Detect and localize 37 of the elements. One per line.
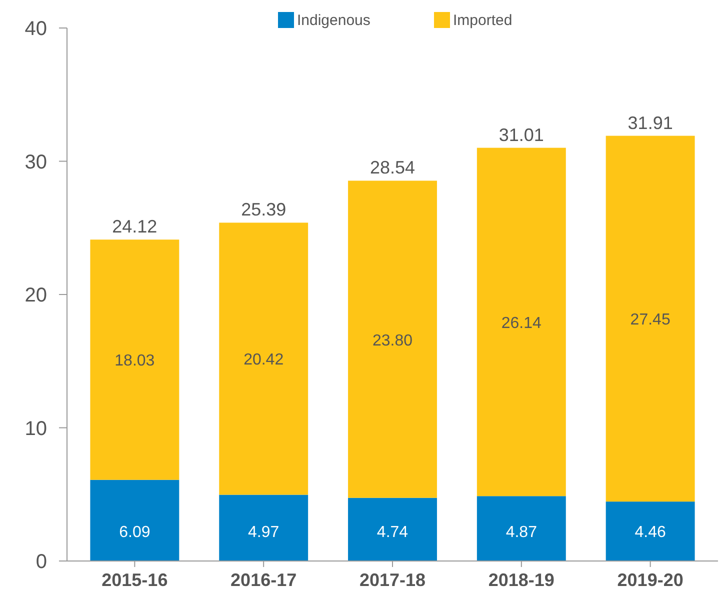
total-label: 31.91 <box>628 112 673 133</box>
y-tick-label: 10 <box>24 418 47 440</box>
bar <box>606 136 695 502</box>
data-label: 23.80 <box>372 332 413 350</box>
total-label: 31.01 <box>498 124 544 145</box>
bar <box>348 180 437 498</box>
data-label: 26.14 <box>501 314 542 332</box>
data-label: 4.87 <box>506 524 538 541</box>
x-tick-label: 2018-19 <box>488 570 554 590</box>
data-label: 27.45 <box>630 312 670 329</box>
bar <box>606 502 695 561</box>
data-label: 4.97 <box>248 524 280 541</box>
data-label: 4.74 <box>376 524 408 541</box>
bar <box>476 148 566 496</box>
x-tick-label: 2017-18 <box>359 570 426 590</box>
y-tick-label: 40 <box>24 18 47 40</box>
total-label: 25.39 <box>241 200 286 220</box>
data-label: 18.03 <box>114 352 155 370</box>
total-label: 24.12 <box>112 216 158 237</box>
data-label: 20.42 <box>244 352 284 369</box>
x-tick-label: 2019-20 <box>617 570 684 590</box>
y-tick-label: 30 <box>24 151 47 174</box>
x-tick-label: 2016-17 <box>230 570 297 590</box>
data-label: 6.09 <box>119 524 150 541</box>
bar <box>219 222 308 495</box>
bar <box>348 498 437 561</box>
legend-label: Imported <box>453 12 512 29</box>
bar <box>476 496 566 561</box>
y-tick-label: 20 <box>24 284 47 306</box>
total-label: 28.54 <box>370 158 416 178</box>
data-label: 4.46 <box>634 524 666 541</box>
bar <box>219 494 308 561</box>
bar <box>90 480 180 561</box>
legend-label: Indigenous <box>297 12 370 29</box>
x-tick-label: 2015-16 <box>102 570 168 590</box>
bar <box>90 240 180 480</box>
y-tick-label: 0 <box>36 551 47 573</box>
